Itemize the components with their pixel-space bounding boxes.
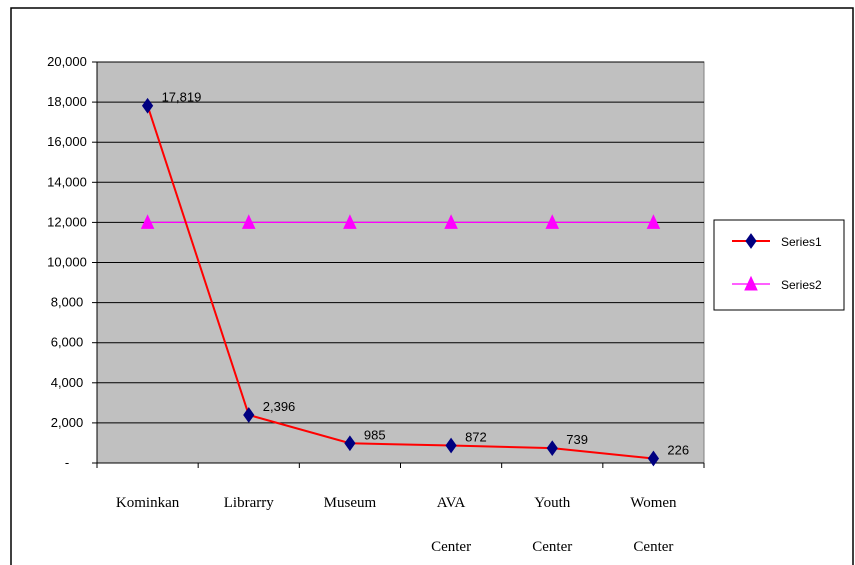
legend-entry: Series2 <box>732 275 822 292</box>
x-tick-label: Museum <box>324 495 377 511</box>
data-point <box>243 407 255 423</box>
legend-marker <box>745 233 757 249</box>
data-label: 226 <box>667 442 689 457</box>
series-line <box>146 105 654 460</box>
data-label: 985 <box>364 427 386 442</box>
x-tick-label: AVA <box>437 495 466 511</box>
series-2 <box>140 214 661 229</box>
data-point <box>546 440 558 457</box>
data-point <box>444 214 458 229</box>
data-point <box>646 214 661 229</box>
y-tick-label: 12,000 <box>47 214 87 229</box>
x-tick-label: Youth <box>534 495 570 511</box>
y-tick-label: 6,000 <box>51 335 84 350</box>
data-point <box>647 450 660 467</box>
y-tick-label: 10,000 <box>47 255 87 270</box>
x-tick-label: Women <box>630 495 677 511</box>
y-axis-tick-labels: - 2,000 4,000 6,000 8,000 10,000 12,000 14,000 1… <box>47 54 87 470</box>
y-tick-label: 16,000 <box>47 134 87 149</box>
y-tick-label: 8,000 <box>51 295 84 310</box>
data-label: 2,396 <box>263 399 296 414</box>
x-tick-label: Center <box>532 539 572 555</box>
x-tick-label: Kominkan <box>116 495 180 511</box>
y-tick-label: 4,000 <box>51 375 84 390</box>
y-tick-label: 14,000 <box>47 174 87 189</box>
series-layer: 17,819 2,396 985 872 739 226 <box>140 90 689 467</box>
series-1: 17,819 2,396 985 872 739 226 <box>141 90 689 467</box>
data-label: 17,819 <box>162 90 202 105</box>
x-tick-label: Center <box>633 539 673 555</box>
data-point <box>141 97 154 114</box>
data-point <box>344 435 356 452</box>
data-label: 872 <box>465 430 487 445</box>
legend-marker <box>744 275 758 291</box>
x-tick-label: Center <box>431 539 471 555</box>
x-tick-label: Librarry <box>224 495 274 511</box>
data-point <box>545 214 560 229</box>
legend-label: Series2 <box>781 278 822 292</box>
data-point <box>343 214 357 229</box>
axes <box>92 61 705 468</box>
legend-entry: Series1 <box>732 233 822 249</box>
legend-box <box>713 219 845 311</box>
legend-label: Series1 <box>781 235 822 249</box>
y-tick-label: 18,000 <box>47 94 87 109</box>
data-point <box>445 437 457 454</box>
data-label: 739 <box>566 432 588 447</box>
legend: Series1 Series2 <box>713 219 845 311</box>
data-point <box>241 214 256 229</box>
y-tick-label: 2,000 <box>51 415 84 430</box>
y-tick-label: - <box>65 455 69 470</box>
x-axis-tick-labels: Kominkan Librarry Museum AVA Center Youth Cent… <box>116 495 677 555</box>
y-tick-label: 20,000 <box>47 54 87 69</box>
data-point <box>140 214 155 229</box>
